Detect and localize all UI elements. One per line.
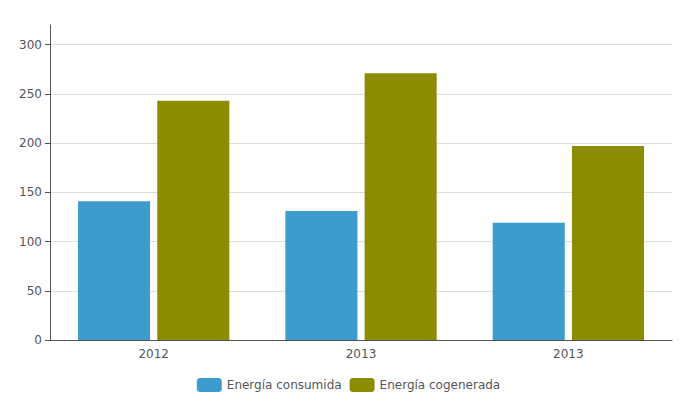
- svg-text:250: 250: [19, 87, 42, 101]
- svg-text:100: 100: [19, 235, 42, 249]
- svg-text:200: 200: [19, 136, 42, 150]
- svg-text:0: 0: [34, 333, 42, 347]
- svg-text:2012: 2012: [138, 347, 169, 361]
- svg-text:150: 150: [19, 185, 42, 199]
- svg-text:2013: 2013: [346, 347, 377, 361]
- svg-text:50: 50: [27, 284, 42, 298]
- svg-text:2013: 2013: [553, 347, 584, 361]
- svg-text:Energía consumida: Energía consumida: [227, 378, 342, 392]
- svg-text:Energía cogenerada: Energía cogenerada: [380, 378, 501, 392]
- svg-text:300: 300: [19, 38, 42, 52]
